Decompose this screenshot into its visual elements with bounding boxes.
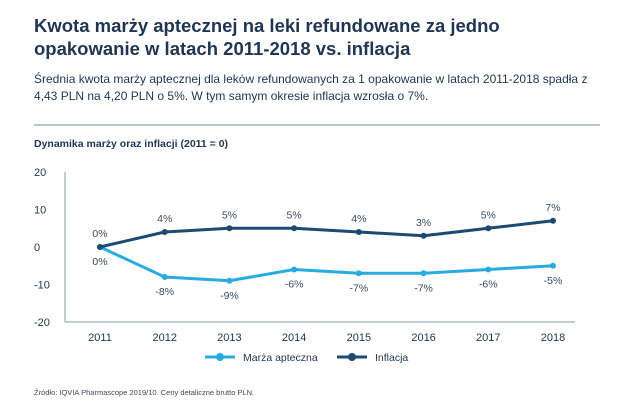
legend-marker-marza bbox=[216, 353, 224, 361]
legend-marker-inflacja bbox=[348, 353, 356, 361]
data-point-inflacja bbox=[485, 225, 492, 232]
y-tick-label: -10 bbox=[34, 280, 50, 292]
legend-label-marza: Marża apteczna bbox=[243, 352, 318, 364]
data-point-marza bbox=[226, 277, 233, 284]
data-label-marza: -7% bbox=[350, 282, 369, 294]
data-label-inflacja: 5% bbox=[222, 209, 237, 221]
page-subtitle: Średnia kwota marży aptecznej dla leków … bbox=[34, 72, 588, 103]
data-label-inflacja: 4% bbox=[351, 213, 366, 225]
data-point-marza bbox=[161, 274, 168, 280]
data-label-inflacja: 3% bbox=[416, 217, 431, 229]
x-tick-label: 2015 bbox=[347, 332, 371, 344]
series-line-marza bbox=[98, 245, 555, 283]
data-point-marza bbox=[550, 262, 556, 269]
data-point-inflacja bbox=[161, 229, 168, 235]
data-label-marza: -8% bbox=[155, 286, 174, 298]
y-tick-label: -20 bbox=[34, 317, 50, 329]
data-label-inflacja: 4% bbox=[157, 213, 172, 225]
data-label-marza: -6% bbox=[285, 279, 304, 291]
data-point-inflacja bbox=[97, 244, 103, 250]
y-tick-label: 20 bbox=[34, 167, 46, 179]
data-label-marza: -9% bbox=[220, 290, 239, 302]
data-point-inflacja bbox=[355, 229, 362, 235]
data-label-inflacja: 7% bbox=[545, 202, 560, 214]
data-label-inflacja: 0% bbox=[92, 228, 107, 240]
data-label-marza: -7% bbox=[414, 282, 433, 294]
data-label-marza: 0% bbox=[92, 256, 107, 268]
data-point-inflacja bbox=[226, 225, 233, 232]
y-tick-label: 10 bbox=[34, 205, 46, 217]
legend-label-inflacja: Inflacja bbox=[375, 352, 408, 364]
x-tick-label: 2013 bbox=[217, 332, 241, 344]
x-tick-label: 2016 bbox=[411, 332, 435, 344]
x-tick-label: 2017 bbox=[476, 332, 500, 344]
series-line-inflacja bbox=[98, 219, 555, 249]
data-label-marza: -6% bbox=[479, 279, 498, 291]
data-label-marza: -5% bbox=[544, 275, 563, 287]
data-point-inflacja bbox=[550, 217, 556, 224]
data-point-marza bbox=[485, 266, 492, 273]
chart-title: Dynamika marży oraz inflacji (2011 = 0) bbox=[34, 138, 229, 150]
data-point-marza bbox=[291, 266, 298, 273]
data-point-inflacja bbox=[291, 225, 298, 232]
data-label-inflacja: 5% bbox=[481, 209, 496, 221]
data-point-marza bbox=[420, 270, 427, 277]
source-note: Źródło: IQVIA Pharmascope 2019/10. Ceny … bbox=[34, 388, 255, 397]
x-tick-label: 2014 bbox=[282, 332, 306, 344]
y-tick-label: 0 bbox=[34, 242, 40, 254]
x-tick-label: 2012 bbox=[152, 332, 176, 344]
data-label-inflacja: 5% bbox=[287, 209, 302, 221]
divider bbox=[34, 124, 600, 126]
data-point-inflacja bbox=[420, 232, 427, 239]
x-tick-label: 2018 bbox=[541, 332, 565, 344]
x-tick-label: 2011 bbox=[88, 332, 112, 344]
data-point-marza bbox=[355, 270, 362, 277]
page-title: Kwota marży aptecznej na leki refundowan… bbox=[34, 15, 500, 59]
